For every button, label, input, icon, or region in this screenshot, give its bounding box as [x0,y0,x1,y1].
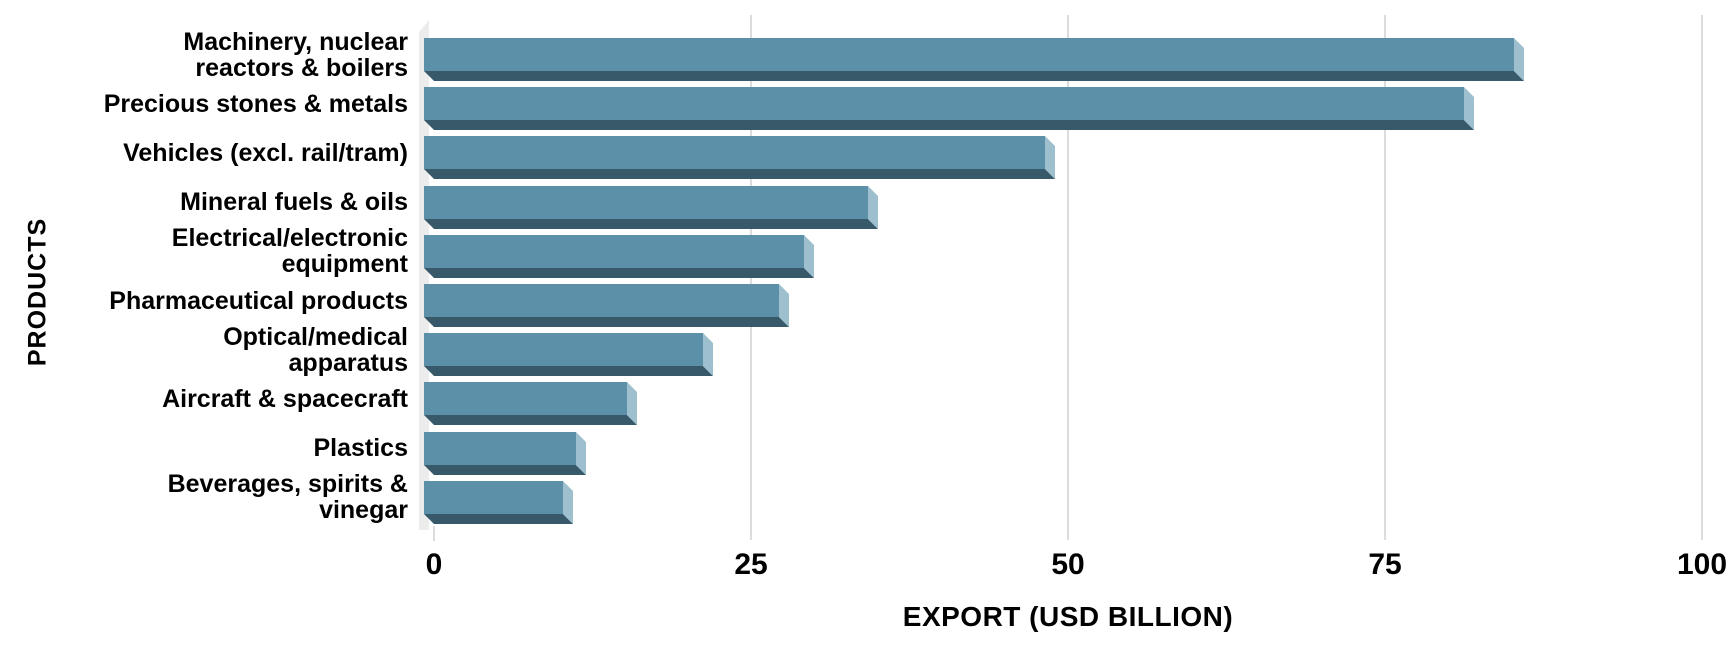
x-tick-label: 0 [425,548,443,581]
x-tick-label: 100 [1676,548,1728,581]
bar-bottom-face [424,120,1474,131]
bar [424,87,1474,131]
x-tick-label: 25 [734,548,768,581]
bar [424,234,814,278]
bar [424,38,1524,81]
bar-front-face [424,136,1045,170]
category-label: Machinery, nuclear reactors & boilers [183,27,408,82]
category-label: Plastics [313,434,408,463]
category-label: Beverages, spirits & vinegar [167,470,408,525]
bar-front-face [424,38,1514,71]
axis-wall [419,20,429,530]
bar-end-face [627,382,637,426]
bar-end-face [576,431,586,475]
bar [424,382,637,426]
bar-front-face [424,382,627,416]
bar [424,185,878,229]
bar-front-face [424,431,576,465]
bar-end-face [1045,136,1055,180]
bar-bottom-face [424,218,878,229]
bar [424,284,789,327]
bar [424,136,1055,180]
category-label: Pharmaceutical products [109,286,408,315]
bar-bottom-face [424,267,814,278]
bar-end-face [868,185,878,229]
x-axis-tick [433,526,435,541]
category-label: Aircraft & spacecraft [162,384,408,413]
bar-bottom-face [424,415,637,426]
category-label: Precious stones & metals [103,89,408,118]
bar-end-face [703,333,713,377]
x-axis-title: EXPORT (USD BILLION) [902,601,1234,632]
gridline [1384,15,1386,540]
bar-front-face [424,284,779,317]
bar-front-face [424,185,868,219]
bar-bottom-face [424,513,573,524]
bar-front-face [424,87,1464,121]
bar-end-face [563,480,573,524]
bar-bottom-face [424,366,713,377]
category-label: Electrical/electronic equipment [171,224,408,279]
bar-front-face [424,480,563,514]
bar-bottom-face [424,464,586,475]
bar-front-face [424,234,804,268]
bar-end-face [1514,38,1524,81]
category-label: Vehicles (excl. rail/tram) [123,138,408,167]
bar [424,333,713,377]
bar-end-face [1464,87,1474,131]
category-label: Mineral fuels & oils [180,188,408,217]
bar [424,480,573,524]
category-label: Optical/medical apparatus [223,322,408,377]
bar [424,431,586,475]
bar-bottom-face [424,317,789,327]
bar-front-face [424,333,703,367]
gridline [1701,15,1703,540]
x-tick-label: 75 [1368,548,1402,581]
gridline [1067,15,1069,540]
bar-end-face [804,234,814,278]
bar-bottom-face [424,169,1055,180]
bar-bottom-face [424,71,1524,81]
bar-end-face [779,284,789,327]
x-tick-label: 50 [1051,548,1085,581]
